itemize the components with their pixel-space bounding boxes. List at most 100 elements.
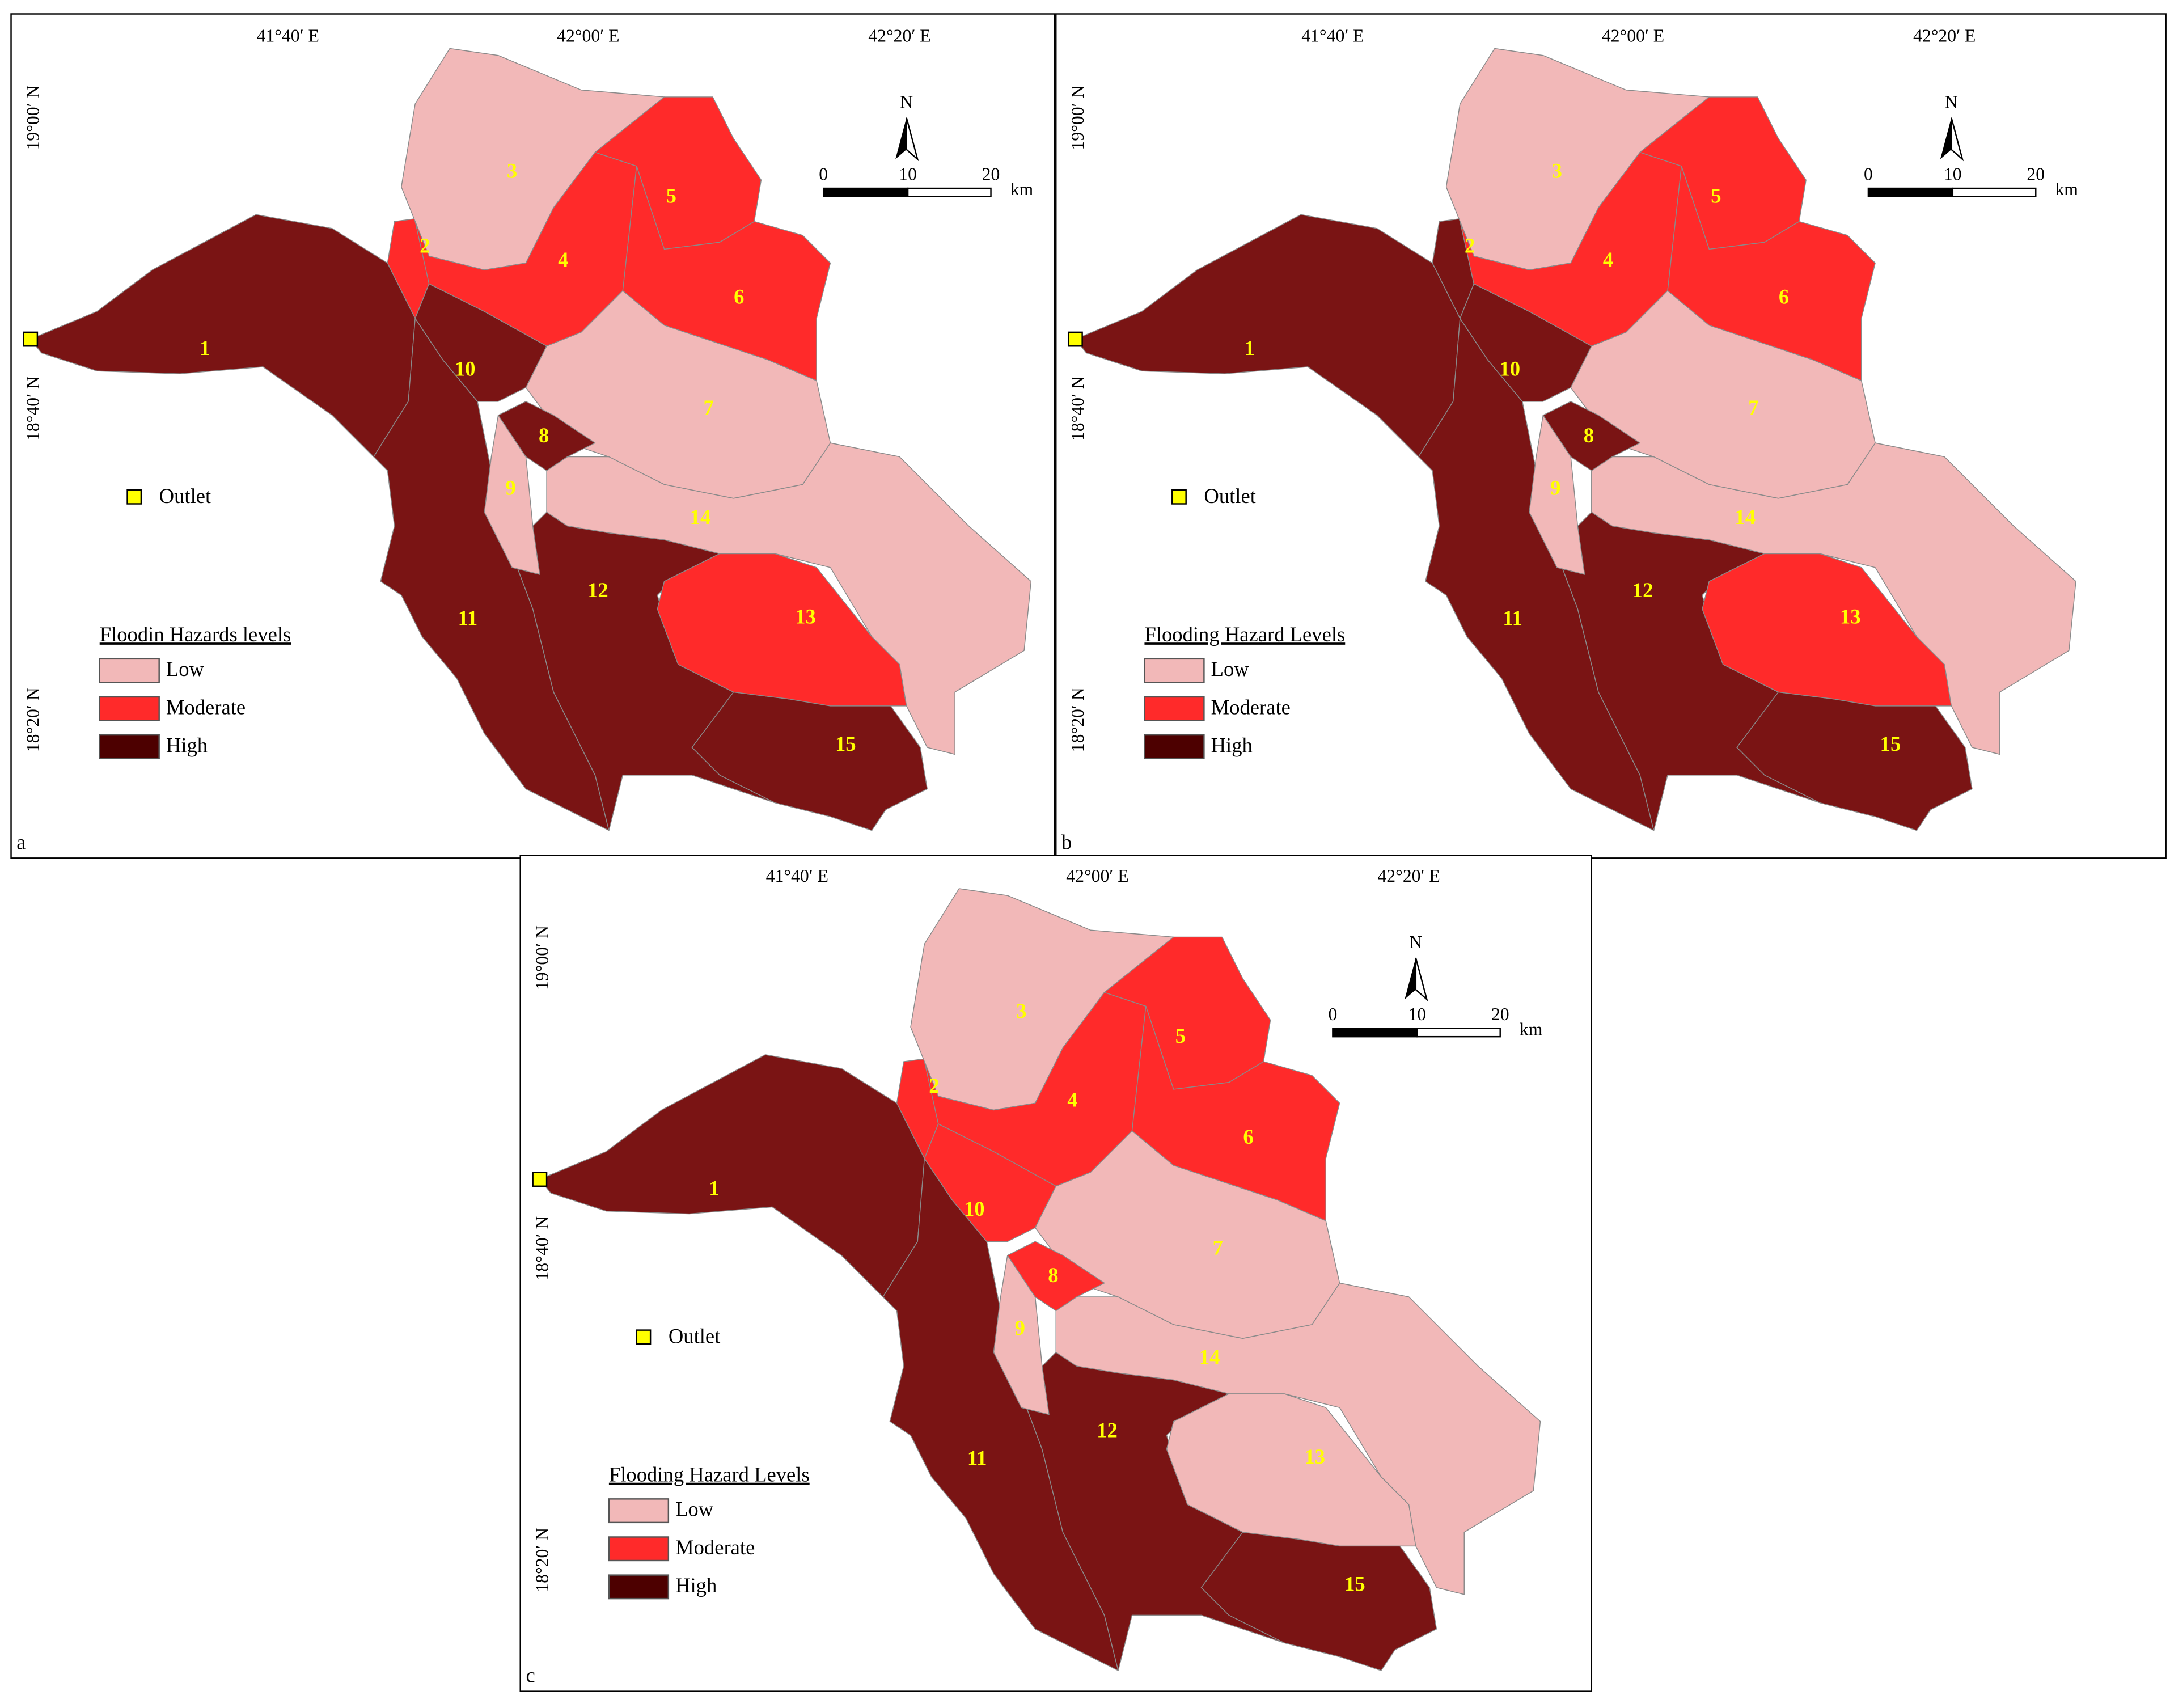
north-label: N	[1945, 92, 1958, 112]
subbasin-label: 2	[1465, 234, 1475, 257]
subbasin-label: 2	[420, 234, 430, 257]
north-arrow	[1405, 958, 1416, 1000]
legend-swatch	[608, 1498, 670, 1524]
scale-bar	[1332, 1028, 1418, 1038]
panel-letter: b	[1061, 830, 1072, 853]
subbasin-label: 7	[1748, 396, 1758, 419]
longitude-label: 41°40′ E	[1301, 26, 1364, 45]
scale-label: 10	[1408, 1004, 1426, 1024]
scale-label: 10	[899, 164, 917, 184]
subbasin-label: 13	[795, 604, 816, 628]
scale-bar	[1867, 187, 1954, 197]
north-arrow	[1951, 117, 1964, 162]
outlet-legend-marker	[636, 1329, 652, 1345]
latitude-label: 19°00′ N	[532, 925, 552, 990]
legend-label: Moderate	[675, 1536, 755, 1559]
subbasin-label: 7	[1213, 1236, 1223, 1259]
outlet-marker	[1067, 331, 1083, 347]
outlet-legend-marker	[126, 489, 142, 505]
legend-label: Low	[1211, 657, 1250, 680]
latitude-label: 18°20′ N	[532, 1528, 552, 1592]
subbasin	[1529, 415, 1585, 575]
scale-unit: km	[1010, 179, 1034, 199]
subbasin-label: 2	[929, 1074, 939, 1097]
north-arrow	[1415, 957, 1428, 1001]
outlet-label: Outlet	[669, 1325, 721, 1348]
outlet-legend-marker	[1171, 489, 1187, 505]
panel-letter: a	[16, 830, 26, 853]
scale-label: 10	[1944, 164, 1962, 184]
legend-swatch	[1144, 696, 1205, 721]
subbasin-label: 6	[1243, 1125, 1253, 1148]
scale-bar	[907, 187, 992, 197]
subbasin-label: 12	[1097, 1419, 1118, 1442]
longitude-label: 42°20′ E	[868, 26, 930, 45]
subbasin	[1007, 1241, 1105, 1312]
legend-swatch	[99, 658, 160, 683]
subbasin-label: 9	[505, 476, 515, 500]
subbasin-label: 5	[1175, 1024, 1186, 1047]
subbasin-label: 11	[458, 606, 478, 629]
outlet-label: Outlet	[1204, 484, 1256, 508]
latitude-label: 18°40′ N	[532, 1216, 552, 1281]
subbasin-label: 3	[1016, 999, 1026, 1022]
legend-label: Low	[675, 1498, 714, 1521]
subbasin-label: 8	[539, 424, 549, 447]
legend-title: Flooding Hazard Levels	[1144, 623, 1345, 646]
latitude-label: 18°20′ N	[23, 687, 43, 752]
subbasin-label: 6	[1779, 285, 1789, 308]
scale-label: 20	[2027, 164, 2045, 184]
subbasin-label: 10	[455, 357, 476, 381]
subbasin-label: 6	[734, 285, 744, 308]
legend-label: High	[166, 733, 208, 756]
scale-label: 20	[982, 164, 1000, 184]
scale-unit: km	[1520, 1020, 1543, 1039]
longitude-label: 42°00′ E	[557, 26, 619, 45]
scale-label: 0	[1864, 164, 1873, 184]
subbasin-label: 14	[1199, 1345, 1220, 1368]
subbasin-label: 13	[1304, 1445, 1325, 1468]
legend-label: Moderate	[166, 695, 246, 718]
scale-label: 0	[819, 164, 828, 184]
subbasin-label: 15	[835, 732, 856, 755]
scale-bar	[822, 187, 909, 197]
subbasin-label: 15	[1344, 1572, 1365, 1596]
subbasin-label: 10	[964, 1197, 985, 1220]
subbasin-label: 1	[200, 336, 210, 360]
subbasin-label: 4	[1603, 248, 1613, 271]
subbasin-label: 12	[587, 578, 608, 602]
scale-unit: km	[2055, 179, 2078, 199]
legend-swatch	[608, 1574, 670, 1600]
subbasin-label: 12	[1632, 578, 1653, 602]
subbasin-label: 7	[703, 396, 713, 419]
legend-swatch	[99, 696, 160, 721]
subbasin	[497, 401, 596, 471]
subbasin-label: 4	[558, 248, 568, 271]
subbasin	[1542, 401, 1640, 471]
panel-letter: c	[526, 1664, 535, 1687]
subbasin-label: 5	[666, 184, 676, 208]
subbasin-label: 11	[967, 1446, 987, 1469]
subbasin-label: 14	[690, 505, 711, 529]
longitude-label: 41°40′ E	[766, 866, 828, 886]
outlet-label: Outlet	[159, 484, 211, 508]
longitude-label: 42°00′ E	[1066, 866, 1128, 886]
subbasin-label: 3	[1552, 159, 1562, 183]
legend-label: High	[675, 1574, 717, 1597]
longitude-label: 42°20′ E	[1377, 866, 1440, 886]
latitude-label: 18°20′ N	[1068, 687, 1088, 752]
subbasin	[484, 415, 540, 575]
subbasin-label: 8	[1584, 424, 1594, 447]
subbasin-label: 1	[709, 1176, 719, 1199]
subbasin-label: 9	[1015, 1316, 1025, 1339]
subbasin-label: 13	[1840, 604, 1861, 628]
subbasin-label: 10	[1499, 357, 1520, 381]
north-arrow	[906, 117, 919, 162]
legend-swatch	[99, 734, 160, 759]
outlet-marker	[532, 1172, 548, 1187]
subbasin-label: 14	[1735, 505, 1756, 529]
